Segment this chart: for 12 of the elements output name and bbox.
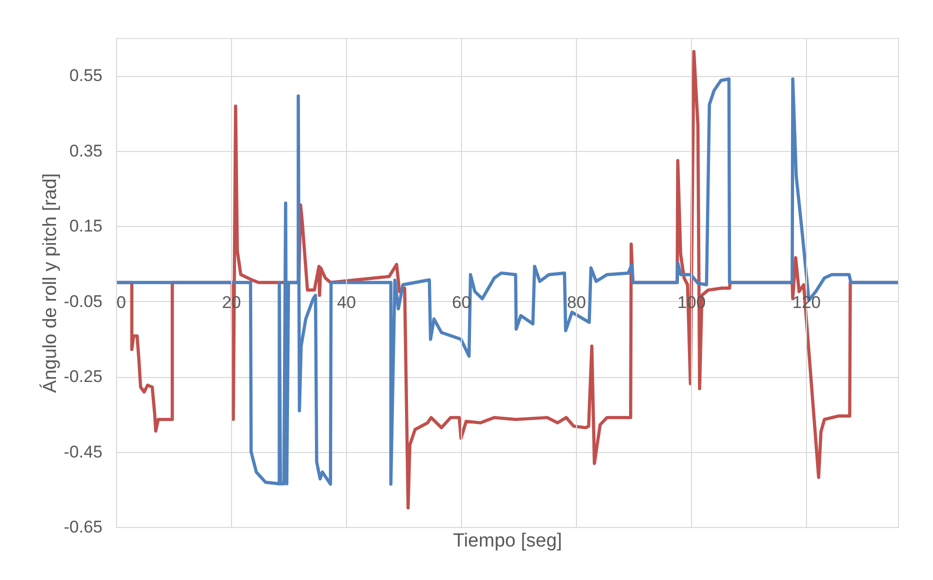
y-axis-title: Ángulo de roll y pitch [rad] <box>38 173 61 393</box>
x-tick-label: 80 <box>567 293 586 312</box>
x-tick-label: 40 <box>337 293 356 312</box>
y-tick-label: -0.25 <box>64 367 102 386</box>
y-tick-label: 0.35 <box>69 141 102 160</box>
y-tick-label: -0.65 <box>64 518 102 536</box>
y-tick-label: -0.05 <box>64 292 102 311</box>
y-tick-label: 0.55 <box>69 66 102 86</box>
x-axis-title: Tiempo [seg] <box>452 530 562 552</box>
y-tick-label: -0.45 <box>64 442 102 462</box>
y-tick-label: 0.15 <box>69 216 102 236</box>
x-tick-label: 0 <box>116 293 126 312</box>
